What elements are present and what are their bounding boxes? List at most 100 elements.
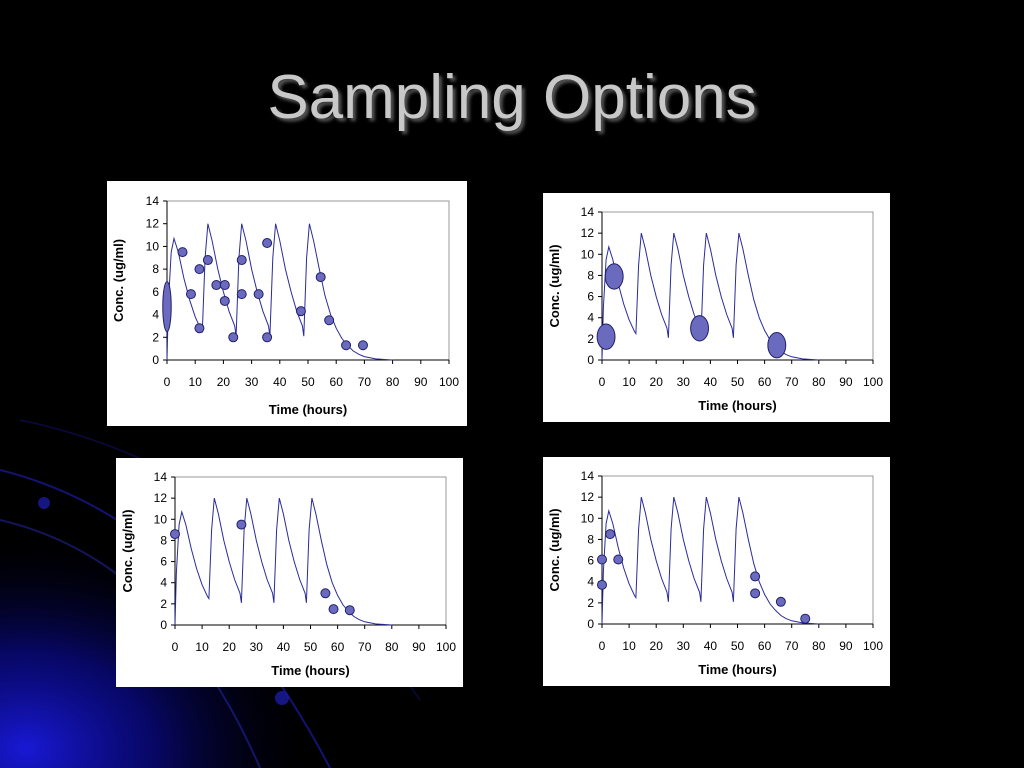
x-tick-label: 0: [599, 639, 606, 653]
x-tick-label: 10: [189, 375, 203, 389]
chart-bottom-left-svg: 0 2 4 6 8 10 12 14 0 10 20 30 40 50 60 70 80 90 100 Time (h…: [120, 470, 456, 678]
sample-point: [357, 340, 368, 351]
sample-point: [750, 571, 761, 582]
sample-point: [236, 255, 247, 266]
x-tick-label: 80: [386, 375, 400, 389]
x-tick-label: 30: [677, 375, 691, 389]
x-tick-label: 20: [217, 375, 231, 389]
y-tick-label: 6: [160, 555, 167, 569]
sample-point: [613, 554, 624, 565]
x-tick-label: 20: [650, 375, 664, 389]
x-tick-label: 0: [599, 375, 606, 389]
y-tick-label: 2: [587, 596, 594, 610]
chart-bottom-left: 0 2 4 6 8 10 12 14 0 10 20 30 40 50 60 70 80 90 100 Time (h…: [116, 458, 463, 687]
y-tick-label: 8: [587, 532, 594, 546]
plot-area: [166, 200, 450, 361]
y-tick-label: 0: [160, 618, 167, 632]
x-tick-label: 90: [414, 375, 428, 389]
y-tick-label: 0: [152, 353, 159, 367]
sample-point: [236, 519, 247, 530]
x-tick-label: 40: [277, 640, 291, 654]
y-tick-label: 4: [152, 308, 159, 322]
sample-point: [800, 613, 811, 624]
y-tick-label: 4: [160, 576, 167, 590]
y-tick-label: 0: [587, 617, 594, 631]
y-tick-label: 12: [581, 226, 595, 240]
x-axis-label: Time (hours): [271, 663, 350, 678]
x-tick-label: 50: [304, 640, 318, 654]
x-axis-label: Time (hours): [269, 402, 348, 417]
sample-point: [315, 272, 326, 283]
sample-point: [262, 332, 273, 343]
x-tick-label: 70: [358, 375, 372, 389]
x-tick-label: 60: [758, 639, 772, 653]
y-tick-label: 8: [152, 262, 159, 276]
x-tick-label: 30: [245, 375, 259, 389]
sample-point: [324, 315, 335, 326]
y-tick-label: 4: [587, 311, 594, 325]
concentration-curve: [166, 223, 393, 361]
plot-area: [601, 475, 874, 625]
sample-point: [750, 588, 761, 599]
x-tick-label: 10: [622, 375, 636, 389]
sample-point: [228, 332, 239, 343]
y-tick-label: 4: [587, 575, 594, 589]
x-tick-label: 100: [439, 375, 459, 389]
y-tick-label: 12: [146, 217, 160, 231]
plot-area: [174, 476, 447, 626]
sample-point: [219, 295, 230, 306]
sample-point: [170, 529, 180, 540]
sample-point: [219, 280, 230, 291]
x-tick-label: 40: [704, 375, 718, 389]
sample-point: [194, 264, 205, 275]
x-axis-label: Time (hours): [698, 398, 777, 413]
x-tick-label: 100: [436, 640, 456, 654]
x-tick-label: 70: [785, 639, 799, 653]
plot-area: [601, 211, 874, 361]
sample-point: [194, 323, 205, 334]
x-tick-label: 80: [812, 639, 826, 653]
x-tick-label: 80: [812, 375, 826, 389]
x-tick-label: 10: [195, 640, 209, 654]
sample-point: [202, 255, 213, 266]
sample-point: [690, 315, 710, 342]
sample-point: [320, 588, 331, 599]
x-tick-label: 60: [330, 375, 344, 389]
y-tick-label: 10: [146, 239, 160, 253]
x-tick-label: 60: [758, 375, 772, 389]
x-tick-label: 0: [172, 640, 179, 654]
concentration-curve: [601, 496, 819, 625]
sample-point: [775, 596, 786, 607]
slide-title: Sampling Options: [267, 63, 757, 132]
x-tick-label: 10: [622, 639, 636, 653]
y-tick-label: 14: [154, 470, 168, 484]
x-tick-label: 60: [331, 640, 345, 654]
y-tick-label: 14: [146, 194, 160, 208]
y-tick-label: 10: [581, 247, 595, 261]
sample-point: [185, 289, 196, 300]
y-tick-label: 8: [160, 533, 167, 547]
concentration-curve: [601, 232, 819, 361]
x-tick-label: 30: [250, 640, 264, 654]
y-tick-label: 14: [581, 205, 595, 219]
x-tick-label: 90: [839, 639, 853, 653]
y-tick-label: 14: [581, 469, 595, 483]
sample-point: [253, 289, 264, 300]
x-tick-label: 90: [412, 640, 426, 654]
sample-point: [341, 340, 352, 351]
sample-point: [605, 529, 616, 540]
chart-bottom-right: 0 2 4 6 8 10 12 14 0 10 20 30 40 50 60 70 80 90 100 Time (h…: [543, 457, 890, 686]
sample-point: [604, 263, 624, 290]
sample-point: [596, 323, 616, 350]
x-tick-label: 70: [785, 375, 799, 389]
chart-top-left: 0 2 4 6 8 10 12 14 0 10 20 30 40 50 60 70 80 90 100 Time (h…: [107, 181, 467, 426]
y-tick-label: 6: [152, 285, 159, 299]
y-axis-label: Conc. (ug/ml): [547, 508, 562, 591]
y-axis-label: Conc. (ug/ml): [120, 509, 135, 592]
y-axis-label: Conc. (ug/ml): [547, 244, 562, 327]
sample-point: [344, 605, 355, 616]
x-tick-label: 50: [731, 375, 745, 389]
x-tick-label: 20: [650, 639, 664, 653]
x-tick-label: 80: [385, 640, 399, 654]
y-tick-label: 12: [581, 490, 595, 504]
